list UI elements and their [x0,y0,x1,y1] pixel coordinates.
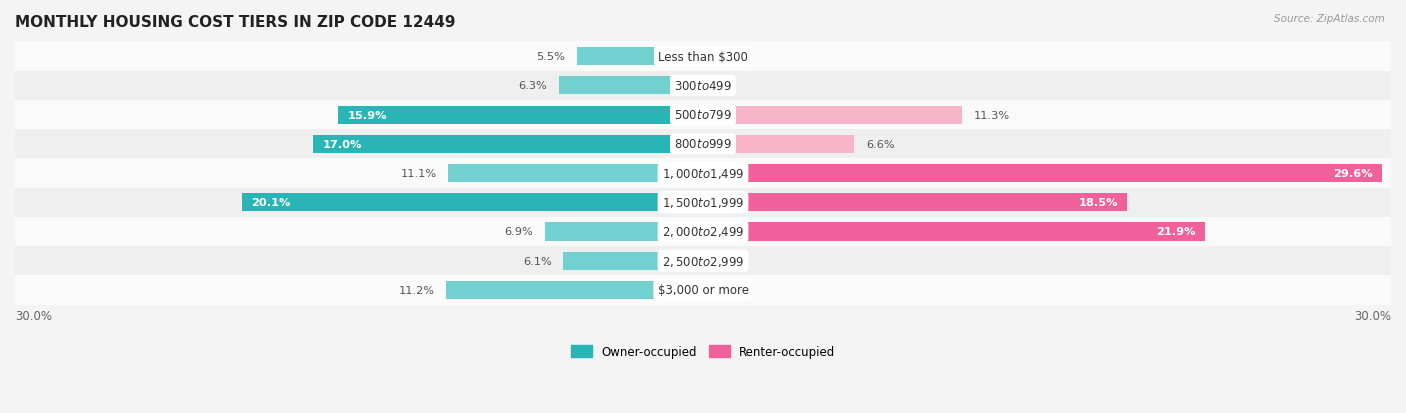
Text: 21.9%: 21.9% [1157,227,1197,237]
Text: $500 to $799: $500 to $799 [673,109,733,122]
Bar [242,194,703,212]
Text: 6.1%: 6.1% [523,256,551,266]
Bar [15,71,1391,101]
Text: $2,000 to $2,499: $2,000 to $2,499 [662,225,744,239]
Text: $300 to $499: $300 to $499 [673,80,733,93]
Text: 11.1%: 11.1% [401,169,437,178]
Text: 18.5%: 18.5% [1078,198,1118,208]
Bar [15,130,1391,159]
Text: $2,500 to $2,999: $2,500 to $2,999 [662,254,744,268]
Bar [15,43,1391,71]
Bar [15,275,1391,305]
Text: 6.9%: 6.9% [505,227,533,237]
Text: 6.3%: 6.3% [519,81,547,91]
Bar [544,223,703,241]
Text: 29.6%: 29.6% [1333,169,1372,178]
Bar [703,194,1128,212]
Bar [15,217,1391,247]
Text: $800 to $999: $800 to $999 [673,138,733,151]
Bar [558,77,703,95]
Bar [576,48,703,66]
Text: $3,000 or more: $3,000 or more [658,284,748,297]
Text: Less than $300: Less than $300 [658,50,748,64]
Text: $1,000 to $1,499: $1,000 to $1,499 [662,166,744,180]
Bar [15,188,1391,217]
Text: Source: ZipAtlas.com: Source: ZipAtlas.com [1274,14,1385,24]
Text: 30.0%: 30.0% [15,309,52,322]
Bar [703,106,962,124]
Bar [314,135,703,154]
Legend: Owner-occupied, Renter-occupied: Owner-occupied, Renter-occupied [565,341,841,363]
Text: 5.5%: 5.5% [537,52,565,62]
Bar [15,159,1391,188]
Bar [15,247,1391,275]
Text: 11.2%: 11.2% [399,285,434,295]
Bar [703,135,855,154]
Text: 30.0%: 30.0% [1354,309,1391,322]
Text: 11.3%: 11.3% [973,110,1010,120]
Text: 20.1%: 20.1% [252,198,291,208]
Text: 17.0%: 17.0% [322,140,361,150]
Text: $1,500 to $1,999: $1,500 to $1,999 [662,196,744,210]
Text: MONTHLY HOUSING COST TIERS IN ZIP CODE 12449: MONTHLY HOUSING COST TIERS IN ZIP CODE 1… [15,15,456,30]
Bar [703,164,1382,183]
Text: 6.6%: 6.6% [866,140,894,150]
Bar [339,106,703,124]
Text: 15.9%: 15.9% [347,110,387,120]
Bar [446,281,703,299]
Bar [564,252,703,270]
Bar [15,101,1391,130]
Bar [703,223,1205,241]
Bar [449,164,703,183]
